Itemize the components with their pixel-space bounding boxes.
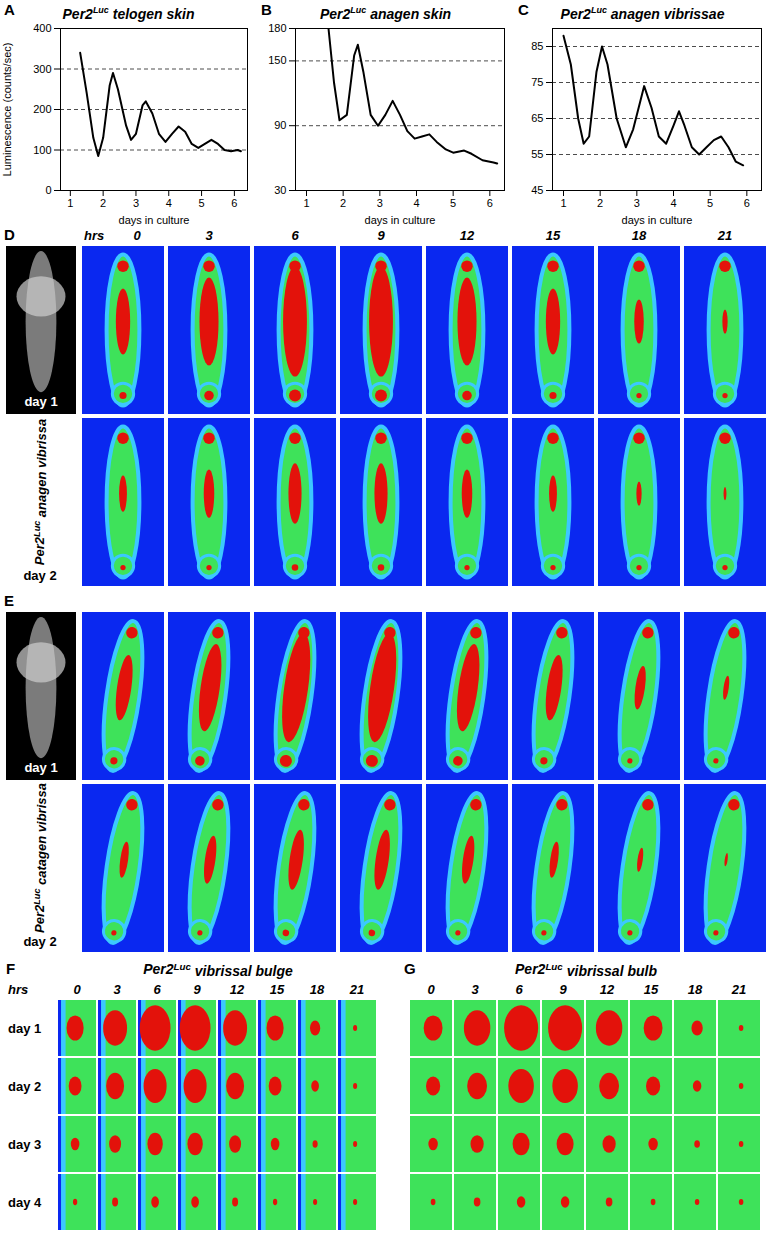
svg-text:3: 3 <box>133 197 139 209</box>
svg-text:day 1: day 1 <box>24 394 57 409</box>
svg-text:hrs: hrs <box>8 982 28 997</box>
svg-text:21: 21 <box>717 228 732 243</box>
svg-text:75: 75 <box>531 76 543 88</box>
svg-text:Per2Luc catagen vibrissa: Per2Luc catagen vibrissa <box>32 783 49 933</box>
svg-text:90: 90 <box>274 119 286 131</box>
svg-text:0: 0 <box>133 228 141 243</box>
svg-text:18: 18 <box>632 228 647 243</box>
svg-text:15: 15 <box>546 228 561 243</box>
svg-text:9: 9 <box>377 228 385 243</box>
svg-text:day 1: day 1 <box>8 1021 41 1036</box>
svg-text:6: 6 <box>487 197 493 209</box>
svg-text:12: 12 <box>460 228 475 243</box>
svg-text:2: 2 <box>100 197 106 209</box>
svg-text:9: 9 <box>193 982 201 997</box>
svg-text:Luminescence (counts/sec): Luminescence (counts/sec) <box>1 43 13 177</box>
svg-text:15: 15 <box>270 982 285 997</box>
svg-text:Per2Luc vibrissal bulge: Per2Luc vibrissal bulge <box>143 961 293 979</box>
svg-text:days in culture: days in culture <box>365 214 436 226</box>
svg-text:100: 100 <box>33 144 51 156</box>
svg-text:3: 3 <box>377 197 383 209</box>
html-text:Per2Luctelogen skin: Per2Luctelogen skin <box>62 5 195 22</box>
svg-text:9: 9 <box>559 982 567 997</box>
svg-text:0: 0 <box>45 184 51 196</box>
svg-text:day 4: day 4 <box>8 1195 42 1210</box>
svg-text:G: G <box>404 960 416 977</box>
svg-text:6: 6 <box>744 197 750 209</box>
html-text:C: C <box>518 1 529 18</box>
svg-text:65: 65 <box>531 112 543 124</box>
svg-text:2: 2 <box>597 197 603 209</box>
svg-text:18: 18 <box>310 982 325 997</box>
svg-text:2: 2 <box>340 197 346 209</box>
svg-text:18: 18 <box>688 982 703 997</box>
svg-text:3: 3 <box>634 197 640 209</box>
svg-text:E: E <box>4 592 14 609</box>
svg-text:0: 0 <box>73 982 81 997</box>
svg-text:hrs: hrs <box>84 228 104 243</box>
svg-text:6: 6 <box>231 197 237 209</box>
svg-text:4: 4 <box>670 197 676 209</box>
svg-text:5: 5 <box>199 197 205 209</box>
svg-text:55: 55 <box>531 148 543 160</box>
svg-text:1: 1 <box>560 197 566 209</box>
svg-text:45: 45 <box>531 184 543 196</box>
svg-text:30: 30 <box>274 184 286 196</box>
html-text:Per2Lucanagen vibrissae: Per2Lucanagen vibrissae <box>560 5 725 22</box>
svg-text:Per2Luc anagen vibrissa: Per2Luc anagen vibrissa <box>32 419 49 565</box>
svg-text:6: 6 <box>291 228 299 243</box>
svg-text:6: 6 <box>515 982 523 997</box>
svg-text:150: 150 <box>268 54 286 66</box>
html-text:A: A <box>4 1 15 18</box>
svg-text:3: 3 <box>205 228 213 243</box>
svg-text:days in culture: days in culture <box>119 214 190 226</box>
svg-text:200: 200 <box>33 103 51 115</box>
svg-text:12: 12 <box>230 982 245 997</box>
svg-text:3: 3 <box>113 982 121 997</box>
svg-text:day 1: day 1 <box>24 760 57 775</box>
svg-text:5: 5 <box>707 197 713 209</box>
svg-text:4: 4 <box>413 197 419 209</box>
svg-text:day 2: day 2 <box>23 934 56 949</box>
html-text:B: B <box>261 1 272 18</box>
svg-text:0: 0 <box>427 982 435 997</box>
svg-text:Per2Luc vibrissal bulb: Per2Luc vibrissal bulb <box>515 961 657 979</box>
svg-text:180: 180 <box>268 22 286 34</box>
svg-text:300: 300 <box>33 63 51 75</box>
svg-text:day 3: day 3 <box>8 1137 41 1152</box>
svg-text:85: 85 <box>531 40 543 52</box>
svg-text:3: 3 <box>471 982 479 997</box>
svg-text:21: 21 <box>349 982 364 997</box>
svg-text:400: 400 <box>33 22 51 34</box>
svg-text:12: 12 <box>600 982 615 997</box>
svg-text:5: 5 <box>450 197 456 209</box>
svg-text:F: F <box>6 960 15 977</box>
svg-text:D: D <box>4 226 15 243</box>
svg-text:day 2: day 2 <box>8 1079 41 1094</box>
svg-text:15: 15 <box>644 982 659 997</box>
svg-text:4: 4 <box>166 197 172 209</box>
svg-text:21: 21 <box>731 982 746 997</box>
svg-text:1: 1 <box>67 197 73 209</box>
svg-text:1: 1 <box>303 197 309 209</box>
html-text:Per2Lucanagen skin: Per2Lucanagen skin <box>319 5 452 22</box>
svg-text:days in culture: days in culture <box>622 214 693 226</box>
svg-text:6: 6 <box>153 982 161 997</box>
svg-text:day 2: day 2 <box>23 568 56 583</box>
